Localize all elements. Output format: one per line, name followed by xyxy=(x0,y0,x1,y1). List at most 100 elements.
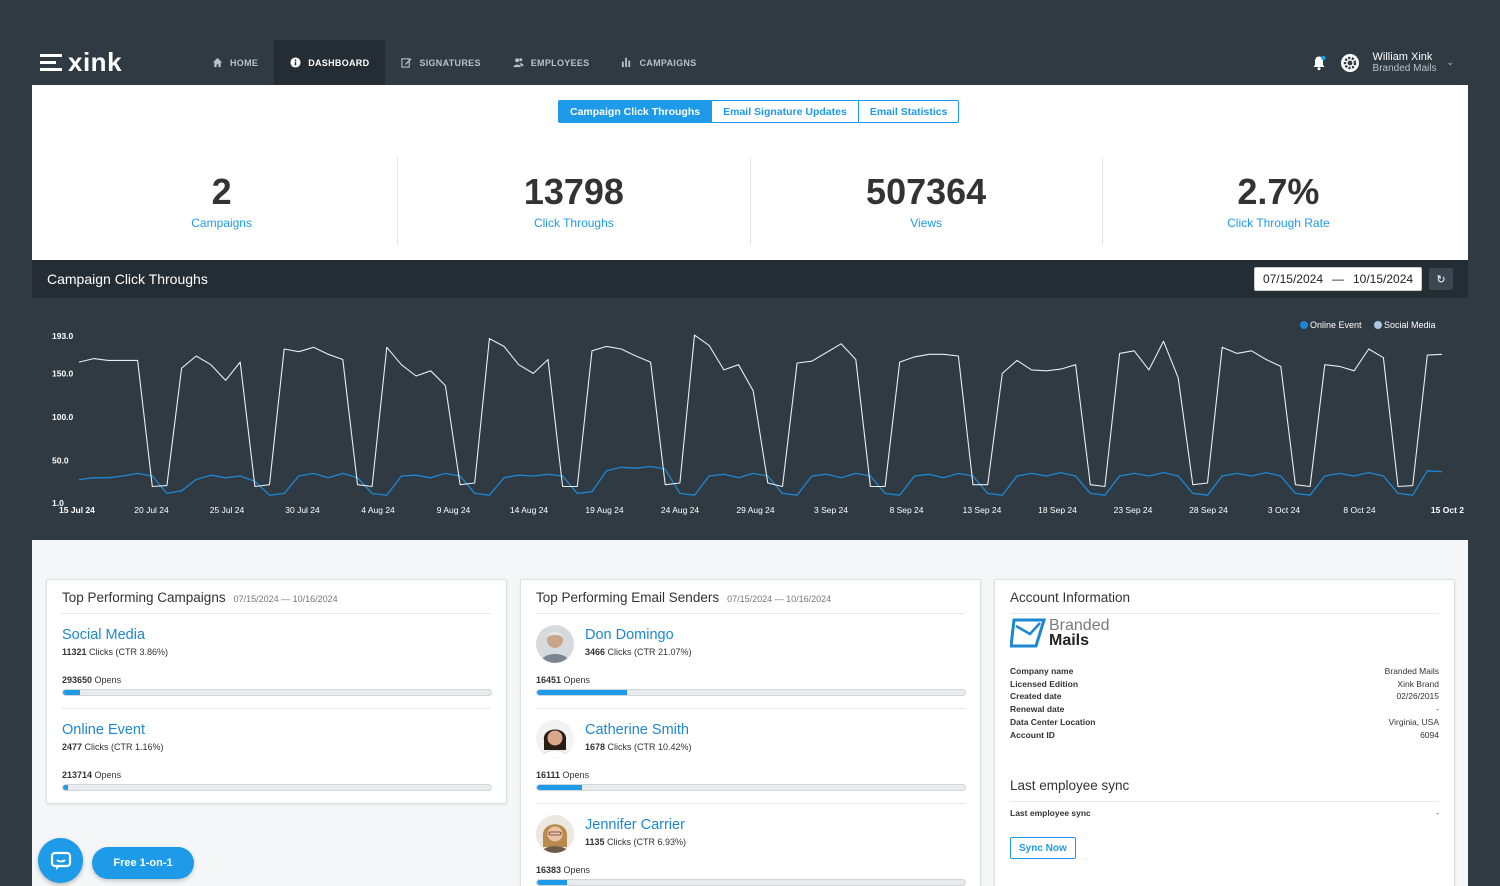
home-icon xyxy=(212,57,223,68)
nav-employees[interactable]: EMPLOYEES xyxy=(497,40,606,85)
tab-email-statistics[interactable]: Email Statistics xyxy=(858,100,960,123)
opens-text: Opens xyxy=(561,675,591,685)
logo-text: xink xyxy=(68,47,123,77)
user-name: William Xink xyxy=(1372,50,1433,63)
chat-button[interactable] xyxy=(38,838,83,883)
row-key: Company name xyxy=(1010,666,1074,676)
row-value: Xink Brand xyxy=(1397,679,1439,689)
clicks-count: 11321 xyxy=(62,647,87,657)
stat-label[interactable]: Click Through Rate xyxy=(1227,215,1330,230)
avatar-jennifer-carrier-icon xyxy=(536,815,574,853)
clicks-text: Clicks (CTR 21.07%) xyxy=(605,647,692,657)
clicks-count: 1678 xyxy=(585,742,606,752)
chevron-down-icon[interactable]: ⌄ xyxy=(1446,57,1454,67)
nav-campaigns[interactable]: CAMPAIGNS xyxy=(605,40,712,85)
stats-row: 2 Campaigns 13798 Click Throughs 507364 … xyxy=(46,157,1454,245)
logo-wordmark: Branded Mails xyxy=(1049,618,1110,649)
x-tick-label: 3 Oct 24 xyxy=(1268,505,1300,515)
legend-marker xyxy=(1374,321,1382,329)
avatar xyxy=(536,625,574,663)
x-tick-label: 14 Aug 24 xyxy=(510,505,549,515)
x-tick-label: 8 Sep 24 xyxy=(889,505,923,515)
legend-label: Social Media xyxy=(1384,320,1436,330)
xink-logo[interactable]: xink xyxy=(32,40,200,85)
y-tick-label: 100.0 xyxy=(52,412,74,422)
sender-name-catherine-smith[interactable]: Catherine Smith xyxy=(585,722,689,738)
nav-signatures-label: SIGNATURES xyxy=(419,57,481,68)
user-org: Branded Mails xyxy=(1372,62,1437,74)
card-date: 07/15/2024 — 10/16/2024 xyxy=(727,594,832,604)
x-tick-label: 15 Jul 24 xyxy=(59,505,95,515)
account-row: Renewal date - xyxy=(1010,704,1439,714)
user-menu[interactable]: William Xink Branded Mails xyxy=(1372,50,1437,74)
sender-clicks: 3466 Clicks (CTR 21.07%) xyxy=(585,647,692,657)
stat-value: 13798 xyxy=(523,170,624,212)
free-1on1-button[interactable]: Free 1-on-1 xyxy=(92,847,194,879)
card-title-text: Top Performing Email Senders xyxy=(536,590,720,605)
opens-count: 16383 xyxy=(536,865,562,875)
tab-email-signature-updates[interactable]: Email Signature Updates xyxy=(712,100,859,123)
logo-bottom-word: Mails xyxy=(1049,632,1090,649)
date-from: 07/15/2024 xyxy=(1262,272,1323,286)
campaign-opens: 293650 Opens xyxy=(62,675,121,685)
y-tick-label: 1.0 xyxy=(52,498,64,508)
row-key: Account ID xyxy=(1010,730,1055,740)
account-row: Created date 02/26/2015 xyxy=(1010,691,1439,701)
nav-home-label: HOME xyxy=(230,57,259,68)
x-tick-label: 8 Oct 24 xyxy=(1343,505,1375,515)
tab-campaign-click-throughs[interactable]: Campaign Click Throughs xyxy=(558,100,713,123)
row-value: 6094 xyxy=(1420,730,1439,740)
nav-home[interactable]: HOME xyxy=(200,40,274,85)
campaign-chart: 193.0 150.0 100.0 50.0 1.0 15 Jul 24 20 Jul 24… xyxy=(32,298,1468,540)
sync-now-button[interactable]: Sync Now xyxy=(1010,837,1076,859)
progress-bar xyxy=(536,689,966,696)
sender-opens: 16383 Opens xyxy=(536,865,590,875)
stat-label[interactable]: Views xyxy=(910,215,943,230)
opens-count: 16111 xyxy=(536,770,561,780)
top-navbar: xink HOME DASHBOARD SIGNATURES EMPLOYEES… xyxy=(32,40,1468,85)
progress-fill xyxy=(63,785,69,790)
avatar xyxy=(536,815,574,853)
clicks-text: Clicks (CTR 10.42%) xyxy=(605,742,692,752)
logo-bars-icon xyxy=(40,54,62,71)
series-line-online-event xyxy=(78,465,1443,496)
chart-header: Campaign Click Throughs 07/15/2024 — 10/… xyxy=(32,260,1468,298)
refresh-button[interactable]: ↻ xyxy=(1429,268,1453,290)
nav-employees-label: EMPLOYEES xyxy=(530,57,590,68)
progress-bar xyxy=(536,784,966,791)
bell-icon[interactable] xyxy=(1311,55,1327,71)
x-tick-label: 13 Sep 24 xyxy=(963,505,1002,515)
account-info-card: Account Information Branded Mails Compan… xyxy=(994,579,1455,886)
y-tick-label: 50.0 xyxy=(52,455,69,465)
x-tick-label: 25 Jul 24 xyxy=(210,505,245,515)
gear-icon[interactable] xyxy=(1340,53,1359,72)
campaign-opens: 213714 Opens xyxy=(62,770,121,780)
stat-label[interactable]: Click Throughs xyxy=(533,215,614,230)
sender-opens: 16451 Opens xyxy=(536,675,590,685)
row-value: Virginia, USA xyxy=(1388,717,1439,727)
x-tick-label: 24 Aug 24 xyxy=(661,505,700,515)
progress-bar xyxy=(536,879,966,886)
nav-dashboard-label: DASHBOARD xyxy=(308,57,370,68)
campaign-name-social-media[interactable]: Social Media xyxy=(62,627,146,643)
sender-name-jennifer-carrier[interactable]: Jennifer Carrier xyxy=(585,817,685,833)
nav-campaigns-label: CAMPAIGNS xyxy=(639,57,697,68)
stat-label[interactable]: Campaigns xyxy=(191,215,252,230)
date-range-picker[interactable]: 07/15/2024 — 10/15/2024 xyxy=(1254,267,1422,291)
date-to: 10/15/2024 xyxy=(1353,272,1414,286)
top-senders-card: Top Performing Email Senders 07/15/2024 —… xyxy=(520,579,981,886)
x-tick-label: 3 Sep 24 xyxy=(814,505,848,515)
y-tick-label: 150.0 xyxy=(52,368,74,378)
campaign-name-online-event[interactable]: Online Event xyxy=(62,722,146,738)
divider xyxy=(536,803,965,804)
last-sync-title: Last employee sync xyxy=(1010,778,1130,793)
nav-dashboard[interactable]: DASHBOARD xyxy=(274,40,386,85)
nav-signatures[interactable]: SIGNATURES xyxy=(385,40,496,85)
clicks-text: Clicks (CTR 3.86%) xyxy=(86,647,169,657)
opens-text: Opens xyxy=(92,770,122,780)
sender-name-don-domingo[interactable]: Don Domingo xyxy=(585,627,674,643)
clicks-count: 1135 xyxy=(585,837,605,847)
x-tick-label: 23 Sep 24 xyxy=(1114,505,1153,515)
x-tick-label: 4 Aug 24 xyxy=(361,505,395,515)
info-icon xyxy=(290,57,301,68)
